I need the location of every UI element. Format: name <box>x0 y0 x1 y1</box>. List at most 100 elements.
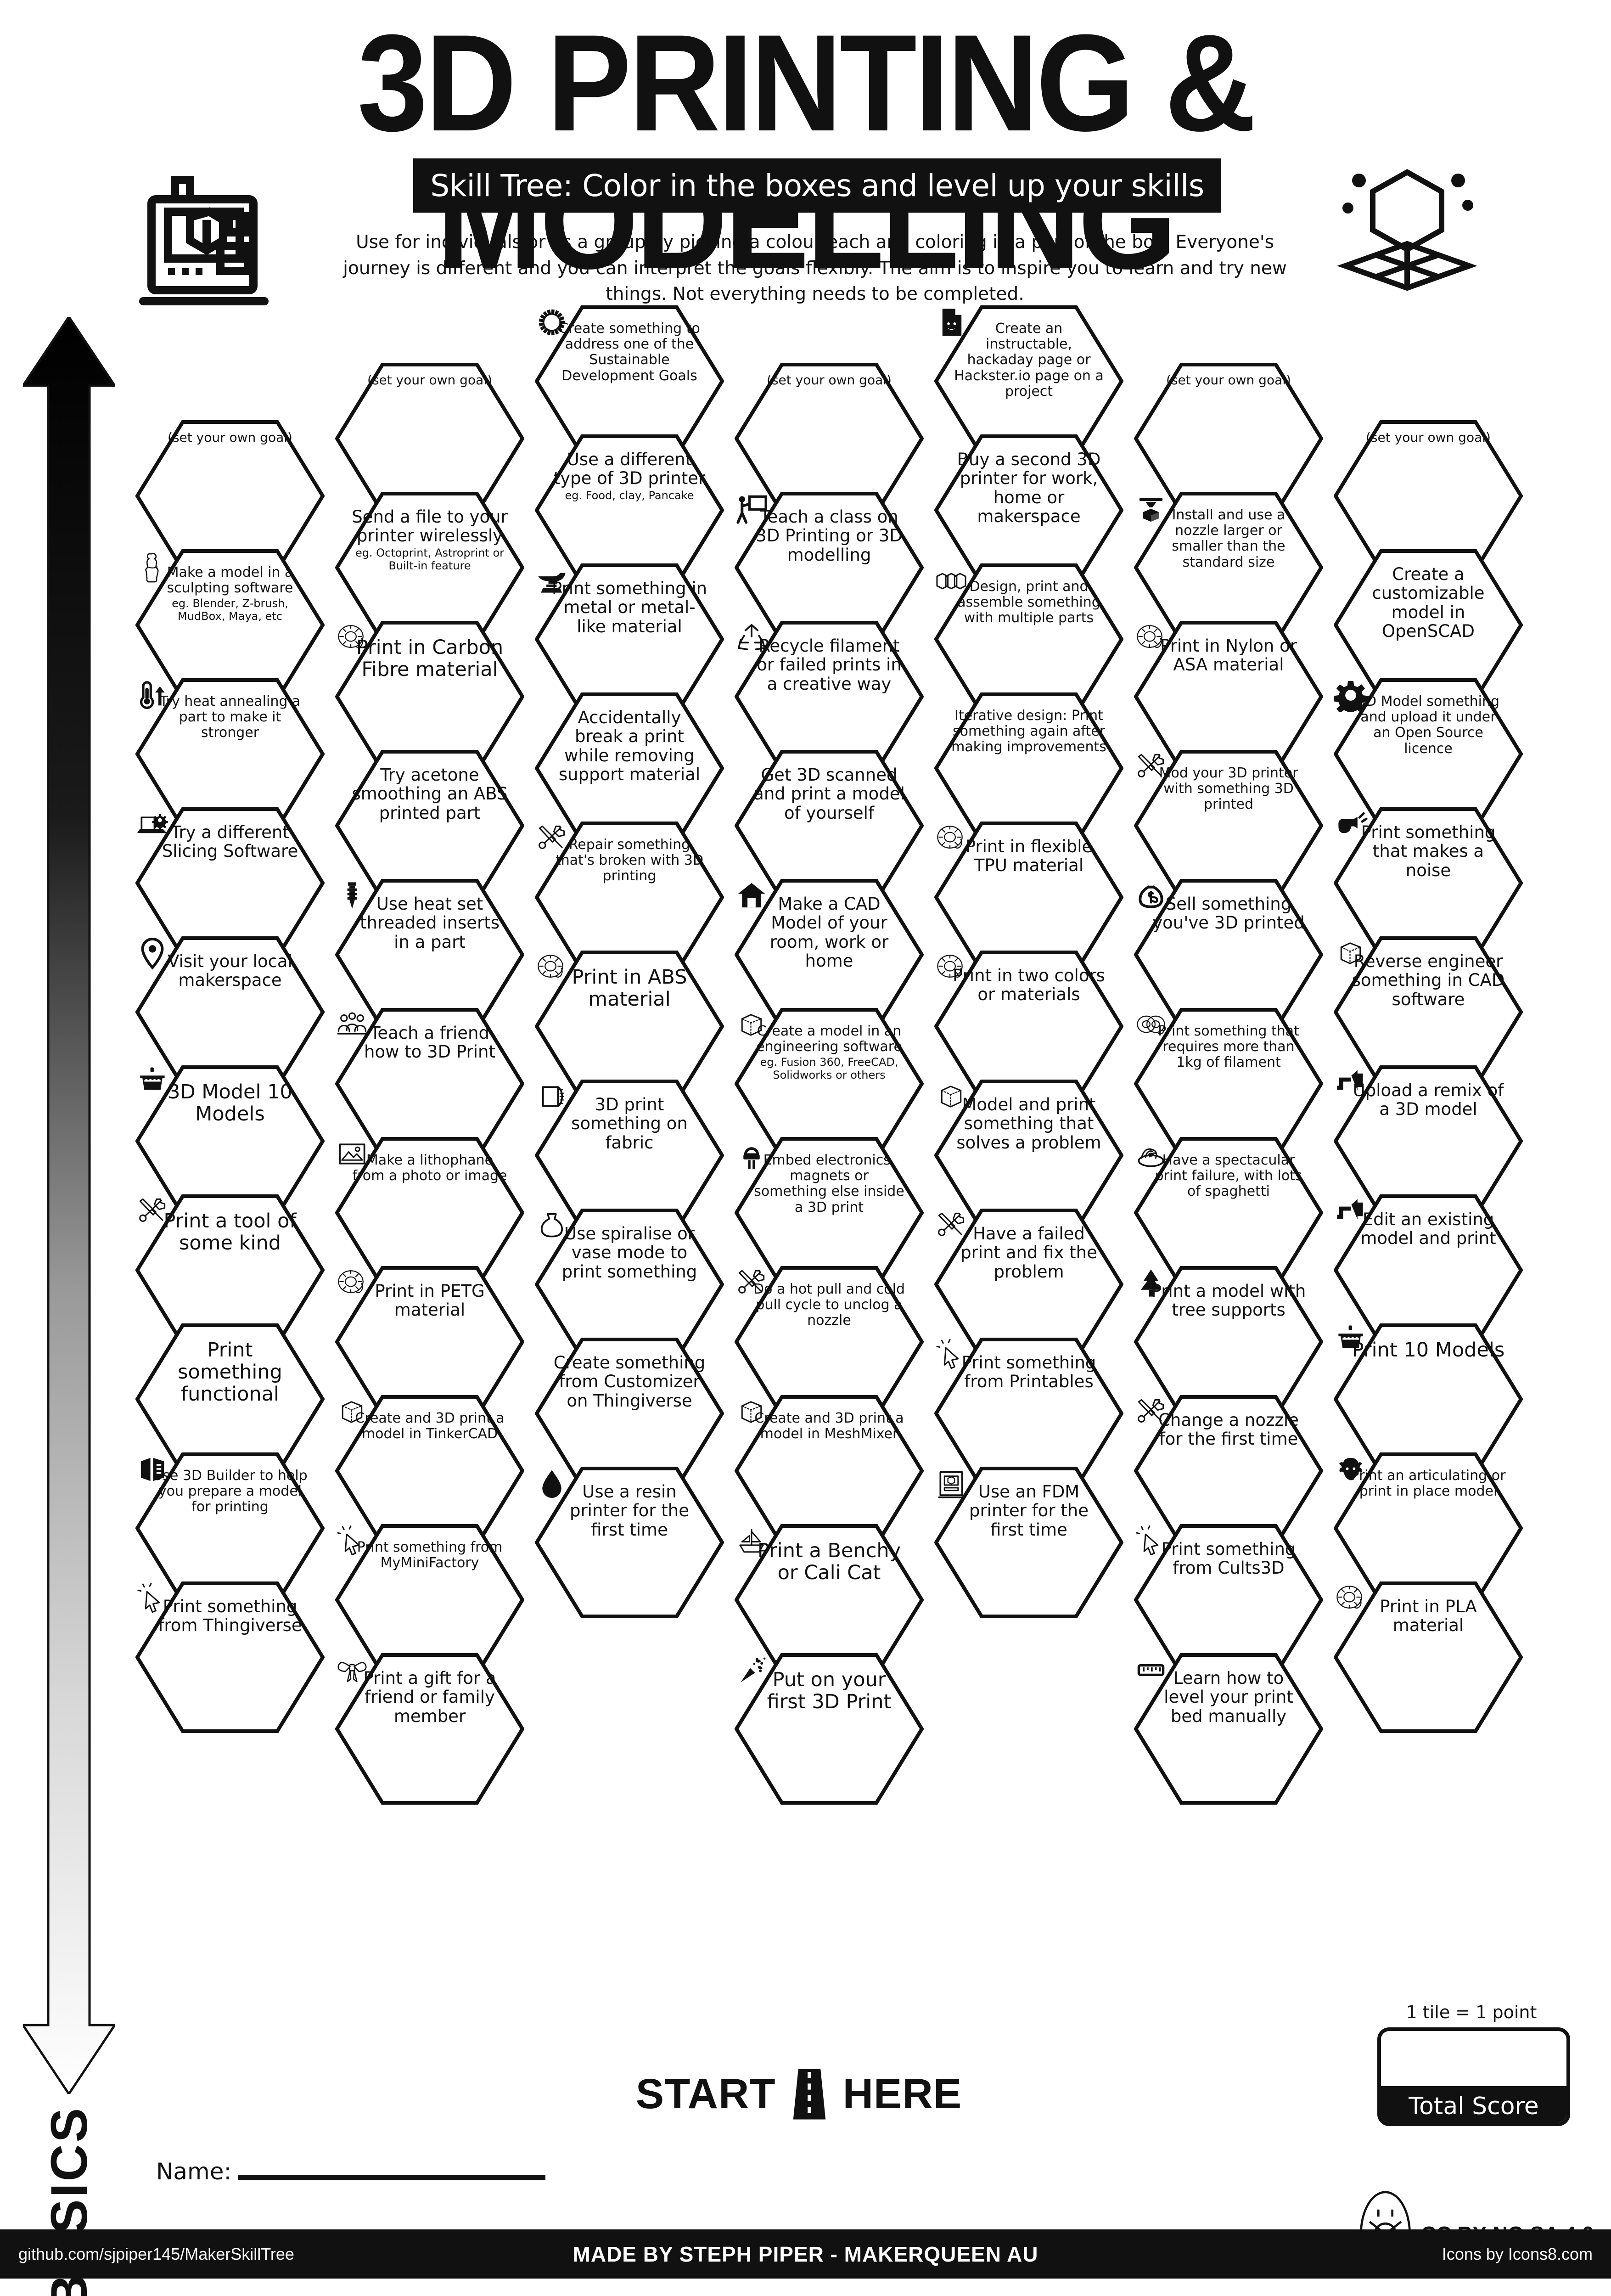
skill-tile-title: Recycle filament or failed prints in a c… <box>757 636 902 694</box>
skill-tile-title: Make a lithophane from a photo or image <box>352 1152 507 1184</box>
skill-tile-title: Use a different type of 3D printer <box>553 450 706 489</box>
skill-tile-c2-r3[interactable]: Print in Carbon Fibre material <box>335 621 524 772</box>
skill-tile-c3-r2[interactable]: Use a different type of 3D printer eg. Fo… <box>535 434 724 586</box>
3d-printer-icon <box>138 174 275 314</box>
skill-tile-c4-r6[interactable]: Create a model in an engineering softwar… <box>735 1008 924 1159</box>
skill-tile-c7-r6[interactable]: Upload a remix of a 3D model <box>1334 1065 1523 1217</box>
skill-tile-c1-r9[interactable]: Use 3D Builder to help you prepare a mod… <box>135 1452 325 1604</box>
skill-tile-title: Print 10 Models <box>1352 1339 1505 1362</box>
skill-tile-c3-r5[interactable]: Repair something that's broken with 3D p… <box>535 822 724 973</box>
skill-tile-c5-r4[interactable]: Iterative design: Print something again … <box>934 692 1123 844</box>
skill-tile-title: Create and 3D print a model in TinkerCAD <box>355 1410 505 1442</box>
skill-tile-title: Accidentally break a print while removin… <box>558 708 701 785</box>
name-field-row[interactable]: Name: <box>156 2158 546 2185</box>
skill-tile-c5-r6[interactable]: Print in two colors or materials <box>934 951 1123 1102</box>
skill-tile-title: Print in ABS material <box>572 966 687 1011</box>
skill-tile-c3-r1[interactable]: Create something to address one of the S… <box>535 305 724 457</box>
skill-tile-title: Do a hot pull and cold pull cycle to unc… <box>753 1281 905 1329</box>
footer-github-link[interactable]: github.com/sjpiper145/MakerSkillTree <box>18 2244 294 2263</box>
skill-tile-c1-r2[interactable]: Make a model in a sculpting software eg. … <box>135 549 325 701</box>
skill-tile-title: Reverse engineer something in CAD softwa… <box>1352 951 1505 1009</box>
skill-tile-subtext: eg. Fusion 360, FreeCAD, Solidworks or o… <box>760 1056 898 1082</box>
skill-tile-c7-r10[interactable]: Print in PLA material <box>1334 1581 1523 1733</box>
skill-tile-title: Put on your first 3D Print <box>767 1668 892 1714</box>
total-score-value[interactable] <box>1381 2031 1566 2086</box>
skill-tile-c6-r5[interactable]: Sell something you've 3D printed <box>1134 879 1323 1030</box>
skill-tile-c7-r5[interactable]: Reverse engineer something in CAD softwa… <box>1334 936 1523 1088</box>
skill-tile-title: Try acetone smoothing an ABS printed par… <box>352 765 508 823</box>
skill-tile-c3-r9[interactable]: Create something from Customizer on Thin… <box>535 1338 724 1489</box>
skill-tile-c2-r2[interactable]: Send a file to your printer wirelessly eg… <box>335 492 524 643</box>
skill-tile-c3-r6[interactable]: Print in ABS material <box>535 951 724 1102</box>
skill-tile-c4-r11[interactable]: Put on your first 3D Print <box>735 1653 924 1805</box>
skill-tile-title: Print in PLA material <box>1380 1597 1477 1636</box>
skill-tile-c6-r9[interactable]: Change a nozzle for the first time <box>1134 1395 1323 1547</box>
skill-tile-c3-r7[interactable]: 3D print something on fabric <box>535 1080 724 1231</box>
skill-tile-c4-r10[interactable]: Print a Benchy or Cali Cat <box>735 1524 924 1676</box>
skill-tile-title: Print something functional <box>178 1339 282 1406</box>
skill-tile-title: Use an FDM printer for the first time <box>969 1482 1089 1540</box>
skill-tile-title: Edit an existing model and print <box>1360 1210 1496 1249</box>
skill-tile-c7-r7[interactable]: Edit an existing model and print <box>1334 1194 1523 1346</box>
skill-tile-c1-r10[interactable]: Print something from Thingiverse <box>135 1581 325 1733</box>
skill-tile-c5-r1[interactable]: Create an instructable, hackaday page or… <box>934 305 1123 457</box>
skill-tile-title: Use 3D Builder to help you prepare a mod… <box>152 1468 308 1515</box>
total-score-box[interactable]: Total Score <box>1377 2027 1570 2126</box>
skill-tile-title: Print a tool of some kind <box>163 1210 297 1255</box>
skill-tile-c5-r9[interactable]: Print something from Printables <box>934 1338 1123 1489</box>
skill-tile-c4-r1[interactable]: (set your own goal) <box>735 363 924 514</box>
skill-tile-c5-r7[interactable]: Model and print something that solves a … <box>934 1080 1123 1231</box>
skill-tile-c4-r4[interactable]: Get 3D scanned and print a model of your… <box>735 750 924 901</box>
skill-tile-c6-r11[interactable]: Learn how to level your print bed manual… <box>1134 1653 1323 1805</box>
skill-tile-c2-r1[interactable]: (set your own goal) <box>335 363 524 514</box>
skill-tile-c7-r1[interactable]: (set your own goal) <box>1334 420 1523 572</box>
subtitle-text: Skill Tree: Color in the boxes and level… <box>430 168 1204 203</box>
skill-tile-c1-r6[interactable]: 3D Model 10 Models <box>135 1065 325 1217</box>
skill-tile-title: Design, print and assemble something wit… <box>957 579 1100 626</box>
skill-tile-c3-r10[interactable]: Use a resin printer for the first time <box>535 1467 724 1618</box>
skill-tile-c6-r10[interactable]: Print something from Cults3D <box>1134 1524 1323 1676</box>
difficulty-axis: ADVANCED BASICS <box>21 315 117 2296</box>
skill-tile-title: Get 3D scanned and print a model of your… <box>753 765 905 823</box>
skill-tile-title: (set your own goal) <box>767 372 892 388</box>
footer-icons-credit[interactable]: Icons by Icons8.com <box>1442 2244 1593 2263</box>
skill-tile-c4-r3[interactable]: Recycle filament or failed prints in a c… <box>735 621 924 772</box>
skill-tile-title: Create a model in an engineering softwar… <box>756 1023 902 1055</box>
skill-tile-c4-r7[interactable]: Embed electronics, magnets or something … <box>735 1137 924 1289</box>
name-input-line[interactable] <box>238 2175 546 2180</box>
skill-tile-title: Model and print something that solves a … <box>956 1095 1101 1153</box>
skill-tile-c1-r4[interactable]: Try a different Slicing Software <box>135 807 325 959</box>
skill-tile-c2-r8[interactable]: Print in PETG material <box>335 1266 524 1418</box>
skill-tile-c6-r3[interactable]: Print in Nylon or ASA material <box>1134 621 1323 772</box>
skill-tile-c5-r2[interactable]: Buy a second 3D printer for work, home o… <box>934 434 1123 586</box>
skill-tile-c1-r5[interactable]: Visit your local makerspace <box>135 936 325 1088</box>
skill-tile-c6-r8[interactable]: Print a model with tree supports <box>1134 1266 1323 1418</box>
skill-tile-c2-r6[interactable]: Teach a friend how to 3D Print <box>335 1008 524 1159</box>
start-label: START <box>635 2070 776 2117</box>
skill-tile-c7-r8[interactable]: Print 10 Models <box>1334 1323 1523 1475</box>
skill-tile-title: Print something from Thingiverse <box>158 1597 302 1636</box>
skill-tile-c5-r5[interactable]: Print in flexible TPU material <box>934 822 1123 973</box>
skill-tile-c4-r2[interactable]: Teach a class on 3D Printing or 3D model… <box>735 492 924 643</box>
skill-tile-c7-r2[interactable]: Create a customizable model in OpenSCAD <box>1334 549 1523 701</box>
skill-tile-title: Send a file to your printer wirelessly <box>352 507 508 546</box>
skill-tile-c1-r8[interactable]: Print something functional <box>135 1323 325 1475</box>
skill-tile-c6-r7[interactable]: Have a spectacular print failure, with l… <box>1134 1137 1323 1289</box>
skill-tile-c2-r11[interactable]: Print a gift for a friend or family memb… <box>335 1653 524 1805</box>
skill-tile-title: Make a CAD Model of your room, work or h… <box>769 894 889 971</box>
skill-tile-c6-r2[interactable]: Install and use a nozzle larger or small… <box>1134 492 1323 643</box>
skill-tile-title: Print something that requires more than … <box>1158 1023 1299 1071</box>
skill-tile-c3-r8[interactable]: Use spiralise or vase mode to print some… <box>535 1209 724 1360</box>
skill-tile-c5-r10[interactable]: Use an FDM printer for the first time <box>934 1467 1123 1618</box>
skill-tile-c3-r4[interactable]: Accidentally break a print while removin… <box>535 692 724 844</box>
skill-tile-title: Have a spectacular print failure, with l… <box>1155 1152 1302 1200</box>
skill-tile-title: Print in Nylon or ASA material <box>1160 636 1297 675</box>
skill-tile-title: Embed electronics, magnets or something … <box>754 1152 904 1216</box>
skill-tile-c6-r4[interactable]: Mod your 3D printer with something 3D pr… <box>1134 750 1323 901</box>
skill-tile-c1-r7[interactable]: Print a tool of some kind <box>135 1194 325 1346</box>
skill-tile-c2-r9[interactable]: Create and 3D print a model in TinkerCAD <box>335 1395 524 1547</box>
skill-tile-c3-r3[interactable]: Print something in metal or metal-like m… <box>535 563 724 715</box>
skill-tile-c5-r8[interactable]: Have a failed print and fix the problem <box>934 1209 1123 1360</box>
skill-tile-c4-r9[interactable]: Create and 3D print a model in MeshMixer <box>735 1395 924 1547</box>
skill-tile-title: Have a failed print and fix the problem <box>960 1224 1097 1282</box>
